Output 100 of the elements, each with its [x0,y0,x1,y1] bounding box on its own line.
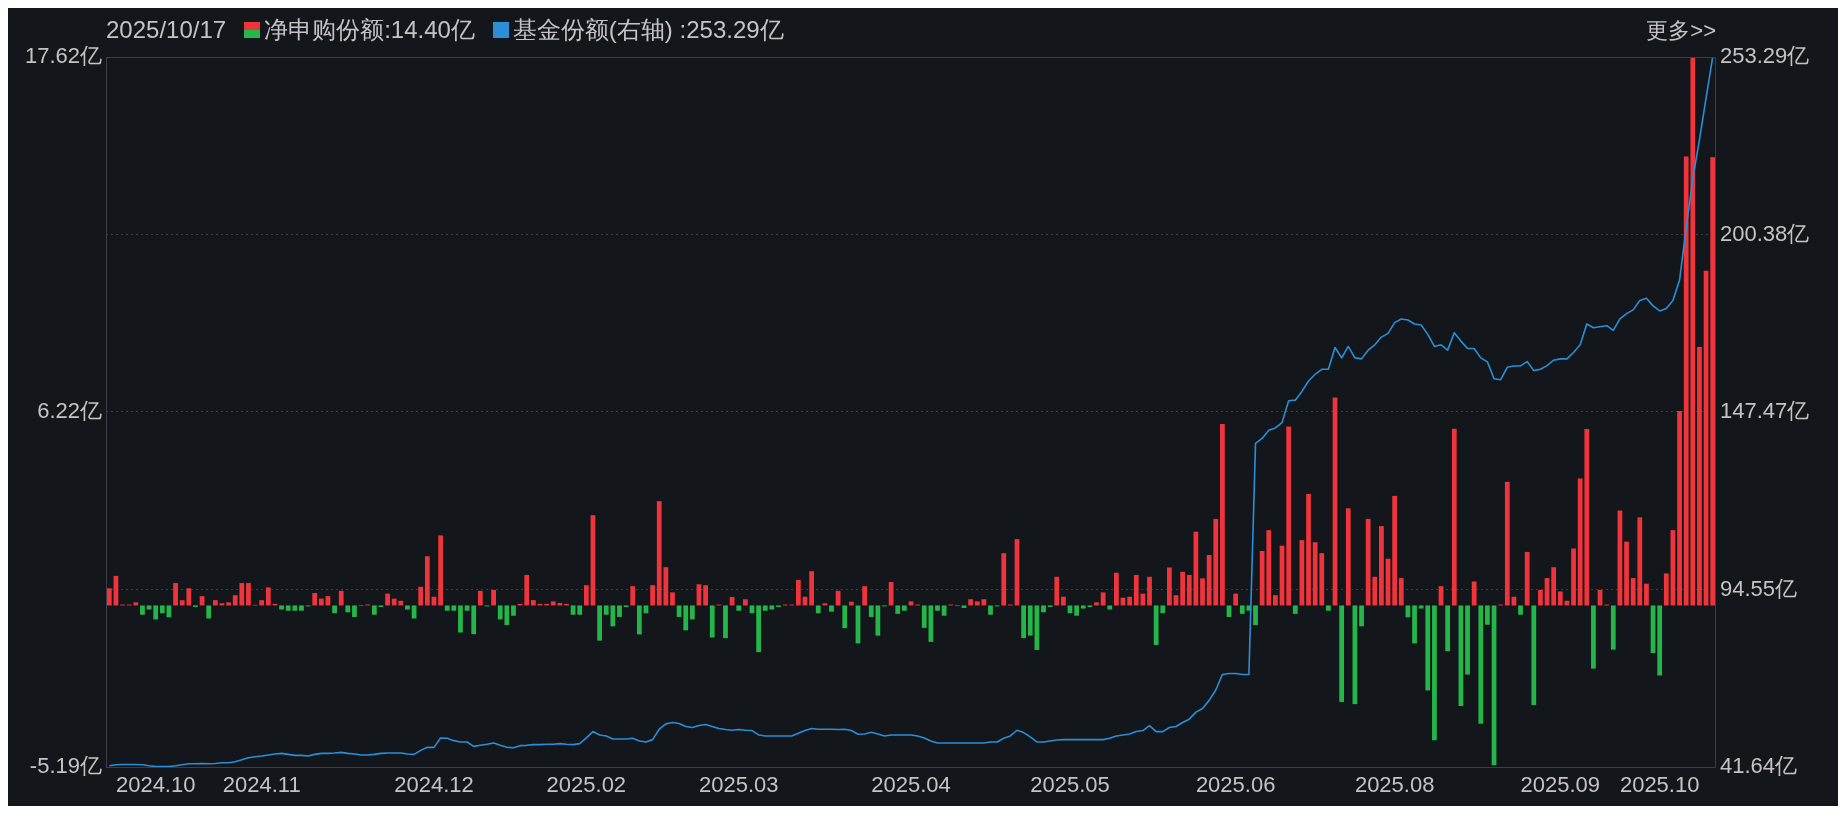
bar [1571,548,1576,606]
bar [1518,605,1523,615]
x-tick-label: 2024.11 [222,772,301,798]
bar [1094,602,1099,606]
bar [259,600,265,606]
bar [458,605,463,633]
x-tick-label: 2025.08 [1354,772,1435,798]
text: 更多>> [1646,17,1716,45]
x-tick-label: 2025.03 [698,772,779,798]
bar [742,599,748,606]
bar [279,605,284,610]
x-tick-label: 2024.12 [394,772,474,798]
bar [689,605,695,620]
bar [597,605,602,641]
bar [153,605,159,620]
bar [1167,567,1172,606]
bar [106,588,112,606]
x-tick-label: 2025.05 [1030,772,1110,798]
bar [1273,595,1278,606]
y2-tick-label: 41.64亿 [1720,753,1798,779]
bar [630,586,636,606]
bar [577,605,583,615]
bar [1239,605,1245,614]
bar [1147,576,1152,606]
bar [822,603,828,606]
bar [895,605,901,614]
bar [464,605,470,611]
bar [1074,605,1080,616]
bar [312,593,318,606]
bar [901,605,907,611]
bar [1504,481,1510,606]
x-tick-label: 2024.10 [115,772,196,798]
bar [935,605,940,611]
bar [1610,605,1616,650]
bar [1379,526,1384,606]
bar [477,590,483,606]
bar [418,586,424,606]
bar [133,602,139,606]
bar [1538,589,1543,606]
bar [332,605,337,614]
bar [299,605,304,611]
bar [1657,605,1663,676]
bar [723,605,728,639]
bar [1186,574,1192,606]
bar [530,600,536,606]
x-tick-label: 2025.10 [1619,772,1700,798]
bar [471,605,477,635]
bar [1432,605,1437,741]
bar [815,605,821,614]
chart-title: 2025/10/17 [106,16,227,44]
bar [736,605,742,611]
y-tick-label: 6.22亿 [37,397,102,423]
x-tick-label: 2025.04 [871,772,951,798]
legend-label: 净申购份额:14.40亿 [264,15,475,45]
y2-tick-label: 147.47亿 [1720,398,1810,424]
bar [988,605,993,615]
bar [1133,574,1139,606]
bar [842,605,848,629]
bar [411,605,417,619]
bar [1392,495,1398,606]
bar [1107,605,1113,610]
bar [1663,573,1669,606]
y2-tick-label: 253.29亿 [1720,43,1810,69]
bar [140,605,145,615]
bar [1114,572,1119,606]
bar [888,582,894,606]
y-tick-label: -5.19亿 [29,753,102,779]
bar [829,605,834,612]
bar [1200,578,1205,606]
bar [159,605,165,614]
bar [1180,571,1186,606]
bar [338,590,344,606]
bar [1398,578,1404,606]
bar [1478,605,1484,724]
bar [703,585,708,606]
bar [968,599,974,606]
bar [173,583,178,606]
legend-label: 基金份额(右轴) :253.29亿 [512,15,784,45]
bar [1080,605,1086,609]
bar [1001,553,1007,606]
bar [1220,423,1225,606]
bar [1524,551,1530,606]
bar [835,590,841,606]
y-tick-label: 17.62亿 [24,43,102,69]
bar [1445,605,1451,652]
bar [206,605,212,619]
bar [1345,508,1351,606]
y2-tick-label: 94.55亿 [1720,575,1798,601]
bar [1465,605,1470,675]
y2-tick-label: 200.38亿 [1720,220,1810,246]
bar [1624,541,1629,606]
bar [385,593,390,606]
bar [1054,576,1060,606]
bar [265,587,271,606]
bar [1412,605,1417,644]
bar [1471,581,1477,606]
bar [1551,567,1557,606]
bar [1100,592,1106,606]
bar [961,605,967,608]
bar [1041,605,1046,613]
